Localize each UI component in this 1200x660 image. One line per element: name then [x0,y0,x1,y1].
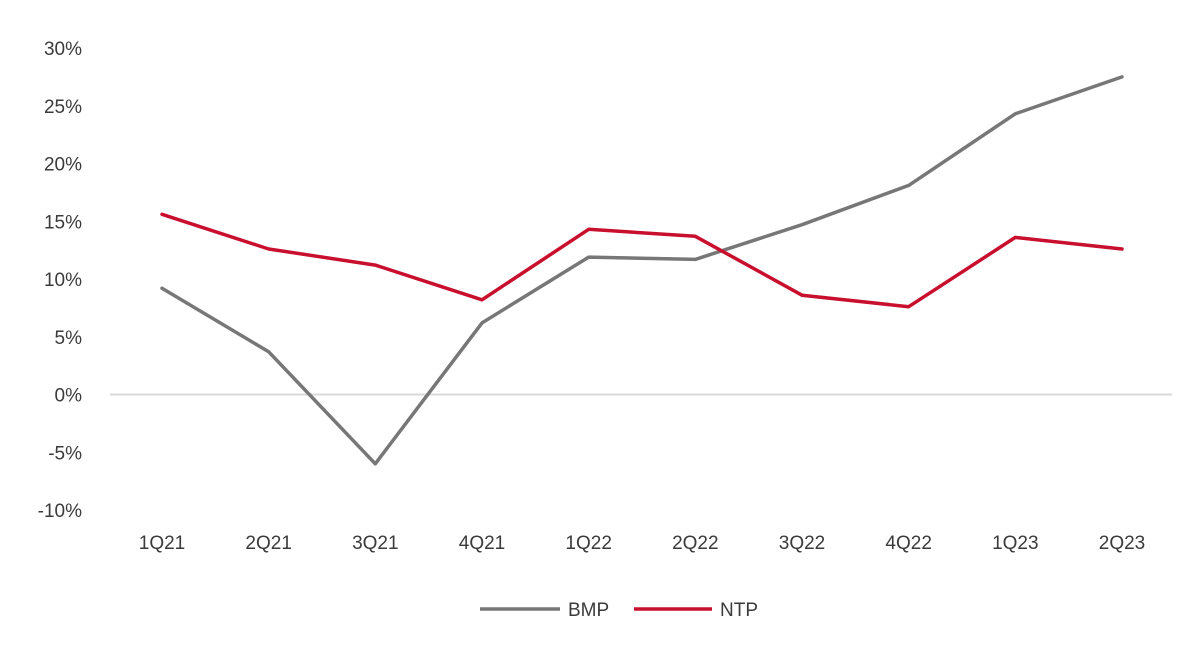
legend-item-bmp: BMP [480,600,609,621]
x-tick-label: 4Q22 [885,533,931,554]
series-line-ntp [160,212,1124,309]
x-tick-label: 1Q23 [992,533,1038,554]
y-tick-label: 10% [44,270,82,291]
x-tick-label: 2Q22 [672,533,718,554]
x-tick-label: 4Q21 [459,533,505,554]
y-tick-label: 25% [44,97,82,118]
x-tick-label: 2Q21 [245,533,291,554]
series-lines [160,75,1124,466]
x-tick-label: 1Q21 [139,533,185,554]
y-axis-labels: -10% -5% 0% 5% 10% 15% 20% 25% 30% [38,39,82,522]
x-tick-label: 3Q22 [779,533,825,554]
x-tick-label: 2Q23 [1099,533,1145,554]
y-tick-label: 20% [44,155,82,176]
x-axis-labels: 1Q21 2Q21 3Q21 4Q21 1Q22 2Q22 3Q22 4Q22 1Q23 2Q23 [139,533,1145,554]
y-tick-label: 30% [44,39,82,60]
y-tick-label: 5% [55,328,83,349]
x-tick-label: 3Q21 [352,533,398,554]
y-tick-label: 15% [44,212,82,233]
series-line-bmp [160,75,1124,466]
x-tick-label: 1Q22 [565,533,611,554]
y-tick-label: -10% [38,501,82,522]
legend-label: NTP [720,600,758,621]
legend-item-ntp: NTP [634,600,758,621]
y-tick-label: -5% [48,443,82,464]
legend: BMP NTP [480,600,758,621]
legend-label: BMP [568,600,609,621]
y-tick-label: 0% [55,386,83,407]
